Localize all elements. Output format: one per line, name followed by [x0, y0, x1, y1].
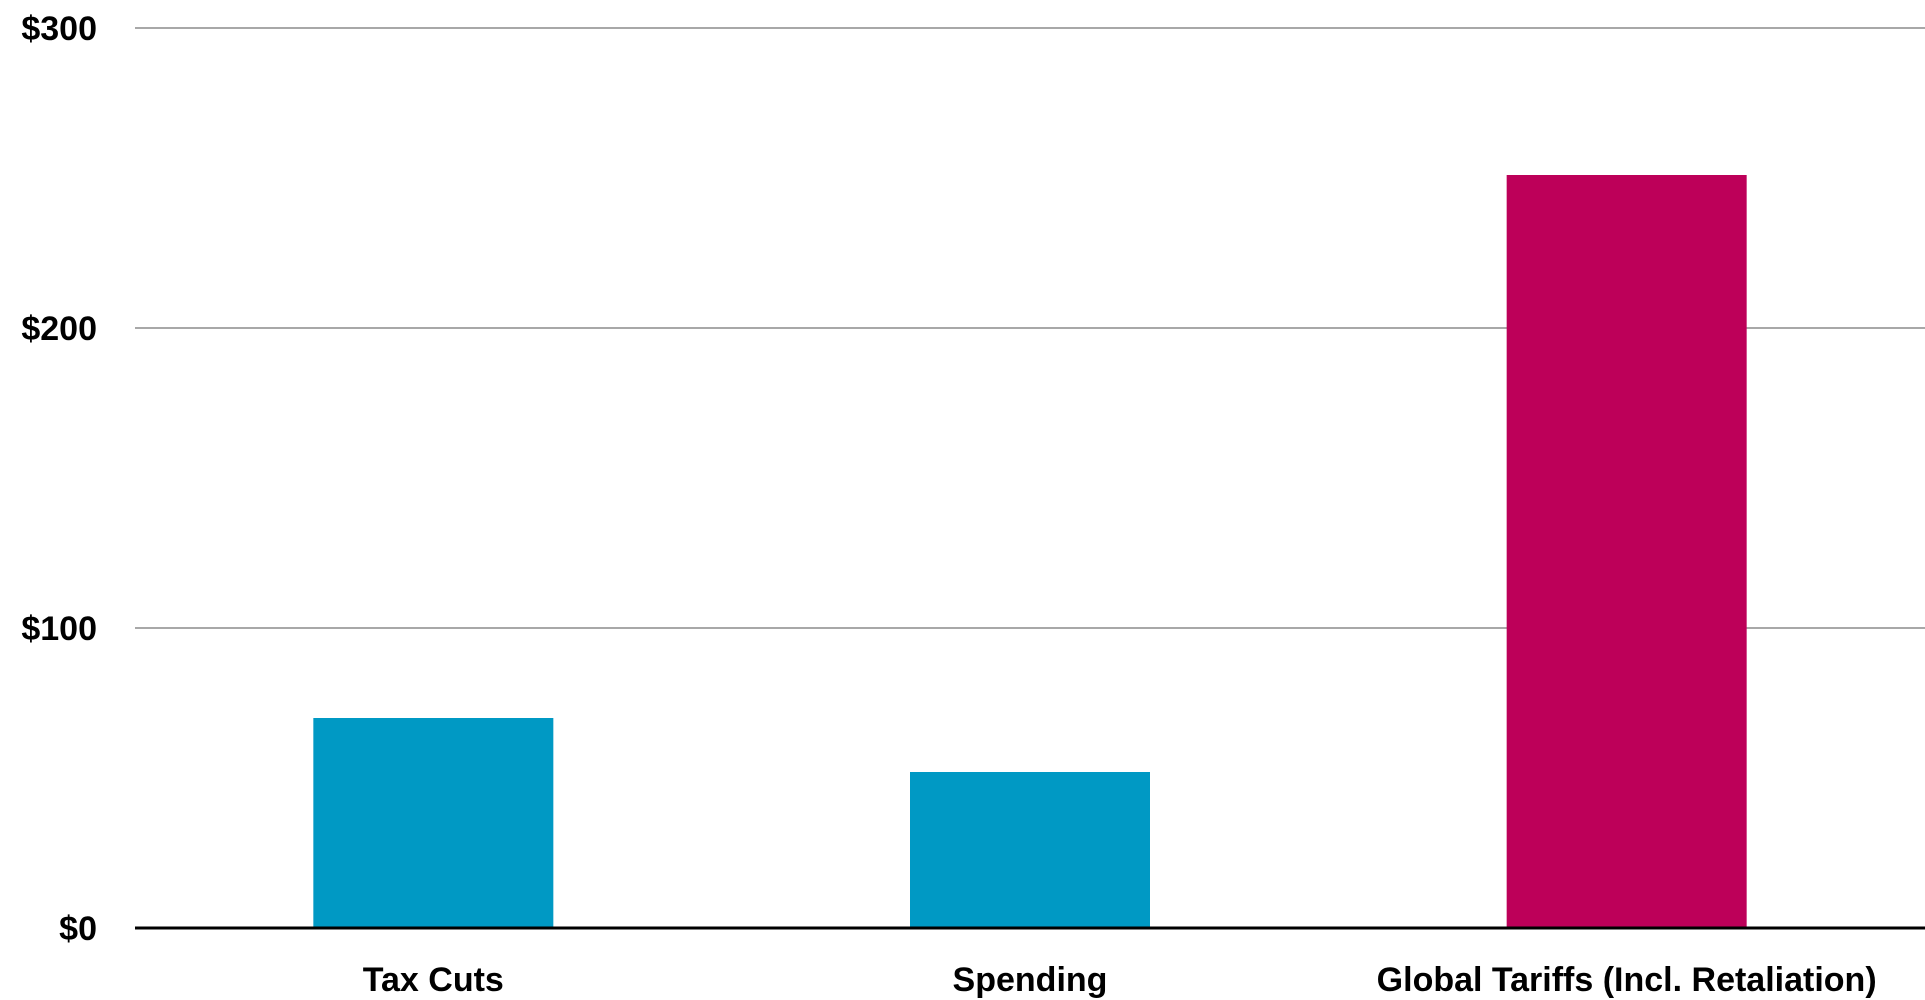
- y-tick-label: $300: [21, 10, 97, 48]
- bar-tax-cuts: [313, 718, 554, 928]
- x-axis-category-labels: Tax Cuts Spending Global Tariffs (Incl. Re…: [363, 961, 1877, 999]
- x-category-label: Global Tariffs (Incl. Retaliation): [1377, 961, 1877, 999]
- y-tick-label: $200: [21, 310, 97, 348]
- bar-spending: [910, 772, 1150, 928]
- y-tick-label: $0: [59, 910, 97, 948]
- y-axis-tick-labels: $0 $100 $200 $300: [21, 10, 97, 948]
- bar-global-tariffs-incl-retaliation: [1506, 175, 1747, 928]
- bars: [313, 175, 1747, 928]
- x-category-label: Tax Cuts: [363, 961, 504, 999]
- x-category-label: Spending: [953, 961, 1108, 999]
- y-tick-label: $100: [21, 610, 97, 648]
